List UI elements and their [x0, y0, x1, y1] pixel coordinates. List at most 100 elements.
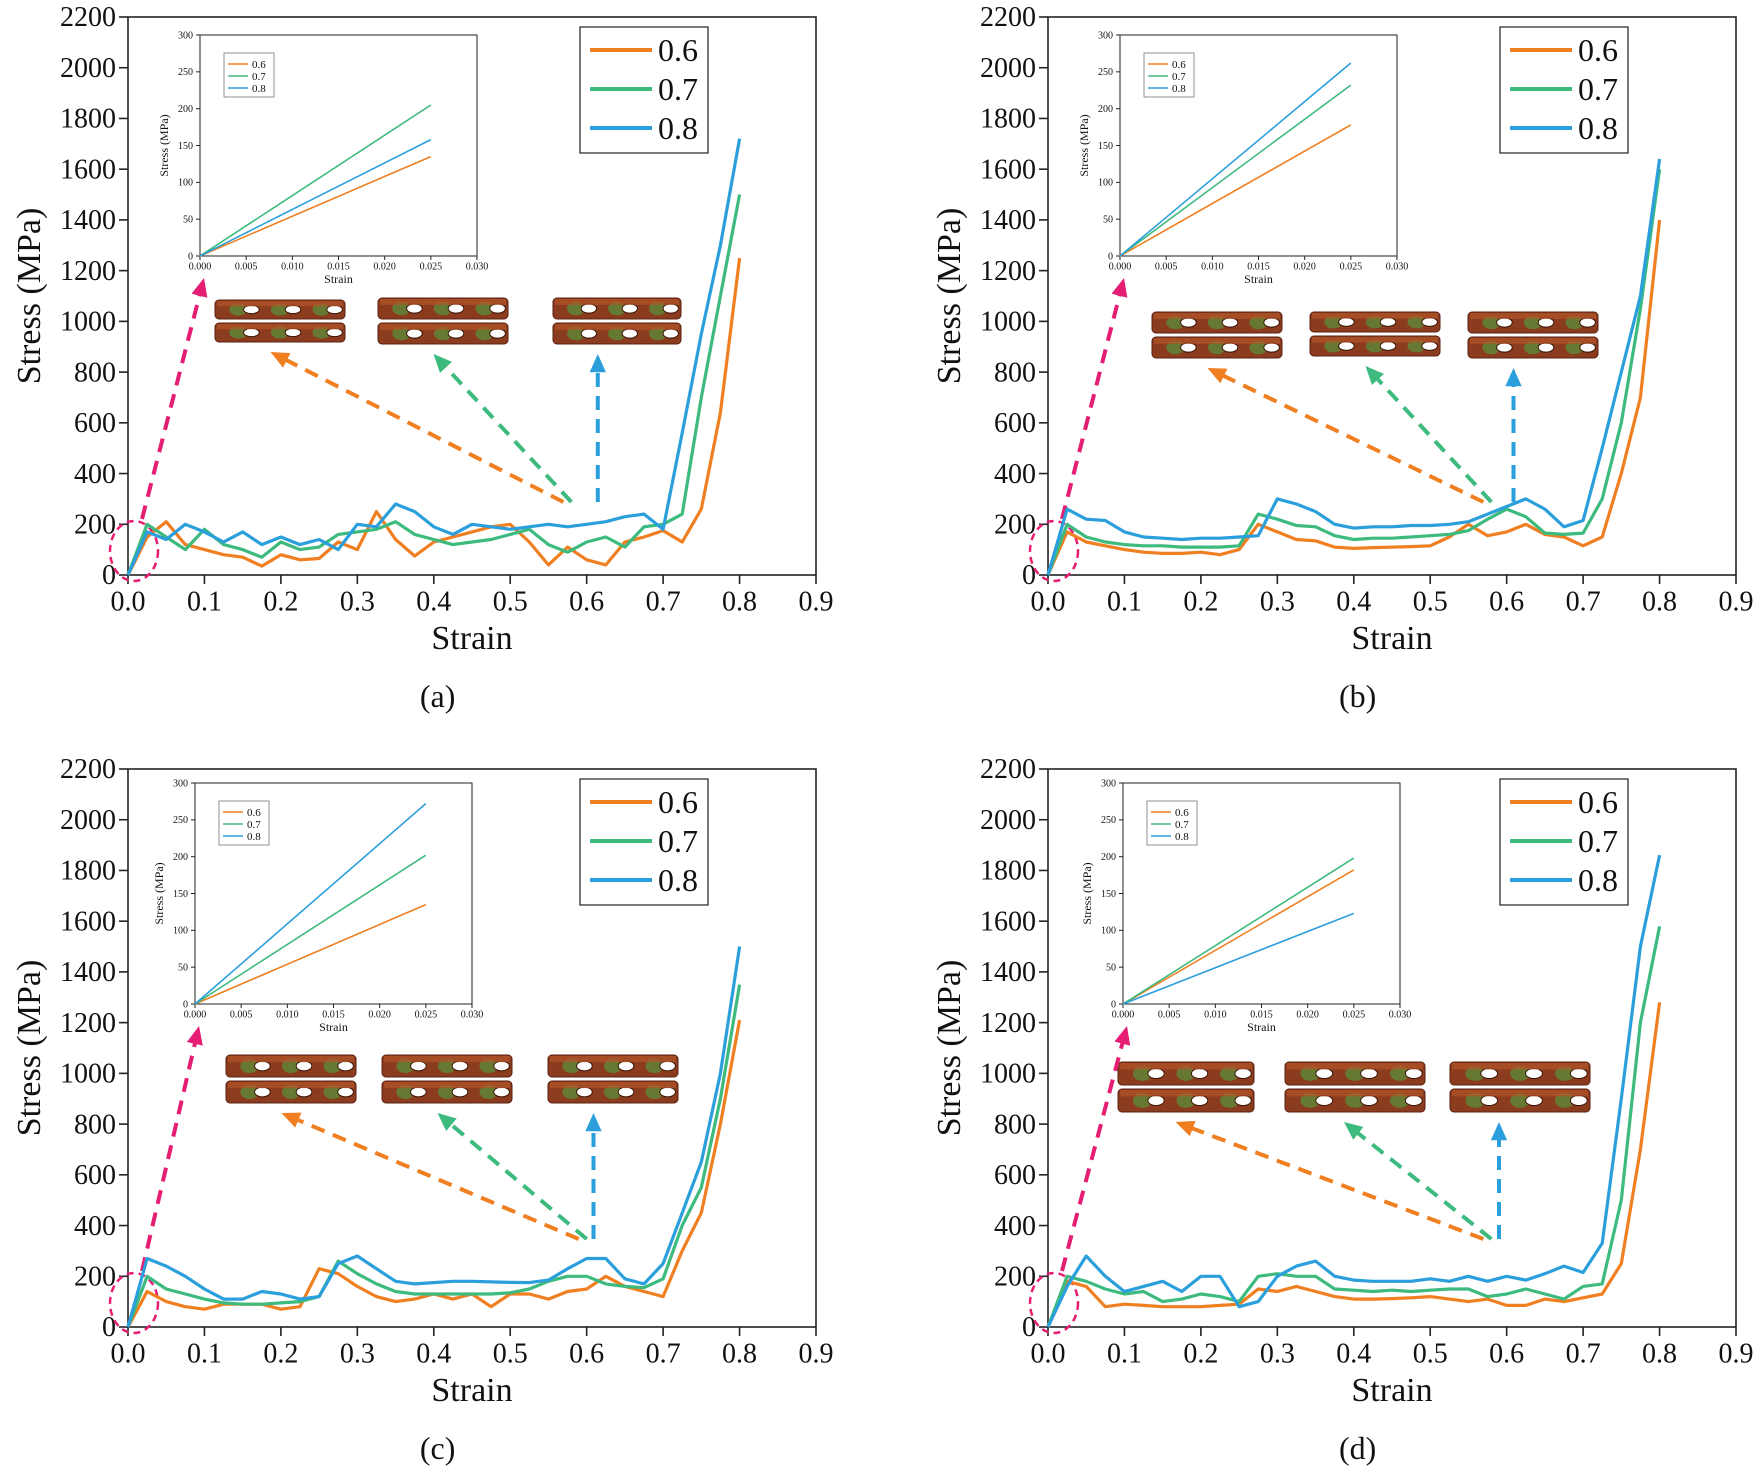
inset-legend: 0.60.70.8 [218, 800, 270, 846]
main-y-tick-label: 400 [74, 459, 116, 490]
main-y-tick-label: 800 [994, 357, 1036, 388]
cell-hole [1360, 1067, 1378, 1080]
main-y-tick-label: 1000 [980, 1059, 1036, 1090]
strain-patch [1345, 1093, 1365, 1108]
series-line-0.6 [1046, 1002, 1662, 1328]
main-y-tick-label: 2200 [980, 2, 1036, 33]
legend-label: 0.6 [658, 32, 698, 68]
main-y-tick-label: 2200 [60, 2, 116, 33]
panel-caption: (a) [420, 678, 456, 714]
cell-hole [662, 303, 679, 314]
main-y-tick-label: 2000 [980, 53, 1036, 84]
strain-patch [312, 303, 331, 316]
main-y-tick-label: 1800 [980, 856, 1036, 887]
strain-patch [1220, 1066, 1240, 1081]
inset-y-tick-label: 250 [178, 67, 193, 78]
main-y-tick-label: 1800 [60, 856, 116, 887]
main-x-tick-label: 0.2 [263, 1339, 298, 1370]
inset-legend-label: 0.6 [247, 807, 261, 819]
pointer-arrow-0-head [270, 352, 291, 368]
main-y-tick-label: 1000 [60, 1059, 116, 1090]
strip-highlight [555, 324, 679, 330]
main-x-tick-label: 0.3 [1260, 1339, 1295, 1370]
inset-legend-box [218, 800, 270, 846]
inset-x-tick-label: 0.000 [1112, 1010, 1135, 1021]
inset-series-line-0.6 [194, 903, 427, 1005]
main-x-tick-label: 0.4 [416, 587, 451, 618]
inset-x-tick-label: 0.030 [461, 1010, 484, 1021]
main-y-tick-label: 1800 [980, 104, 1036, 135]
pointer-arrow-1-head [433, 354, 452, 373]
strip-highlight [1312, 313, 1438, 319]
inset-series-line-0.7 [194, 854, 427, 1005]
strain-patch [1132, 1066, 1152, 1081]
pointer-arrow-0-head [1175, 1120, 1196, 1137]
main-y-tick-label: 600 [994, 1160, 1036, 1191]
inset-y-tick-label: 150 [178, 141, 193, 152]
main-x-tick-label: 0.9 [1719, 1339, 1754, 1370]
origin-highlight-ellipse [108, 1271, 160, 1335]
inset-x-axis-label: Strain [324, 272, 353, 286]
inset-y-tick-label: 300 [173, 778, 188, 789]
inset-y-tick-label: 0 [188, 251, 193, 262]
inset-legend-label: 0.7 [252, 71, 266, 83]
inset-series-line-0.6 [199, 155, 432, 257]
inset-pointer-arrow-shaft [140, 1039, 198, 1272]
main-x-tick-label: 0.8 [1642, 1339, 1677, 1370]
deformation-image-2 [1449, 1061, 1591, 1113]
deformation-image-1 [1284, 1061, 1426, 1113]
pointer-arrow-1-head [1344, 1122, 1364, 1140]
inset-x-tick-label: 0.005 [1158, 1010, 1181, 1021]
legend-label: 0.8 [658, 110, 698, 146]
cell-hole [1360, 1094, 1378, 1107]
main-x-tick-label: 0.5 [493, 1339, 528, 1370]
inset-x-tick-label: 0.000 [189, 262, 212, 273]
strain-patch [645, 1084, 664, 1100]
strain-patch [1523, 340, 1543, 355]
pointer-arrow-0-shaft [293, 1116, 580, 1241]
inset-x-axis-label: Strain [1247, 1020, 1276, 1034]
strain-patch [1249, 340, 1268, 355]
inset-y-tick-label: 100 [173, 926, 188, 937]
main-plot-frame [1047, 16, 1737, 576]
series-line-0.7 [126, 194, 742, 576]
pointer-arrow-1-shaft [1373, 374, 1493, 504]
strain-patch [1324, 315, 1343, 329]
main-y-tick-label: 1800 [60, 104, 116, 135]
main-y-tick-label: 400 [994, 1211, 1036, 1242]
main-x-tick-label: 0.6 [569, 1339, 604, 1370]
origin-highlight-ellipse [1028, 519, 1080, 583]
inset-legend: 0.60.70.8 [1143, 52, 1195, 98]
series-line-0.7 [126, 984, 742, 1328]
cell-hole [1404, 1094, 1423, 1107]
inset-y-tick-label: 100 [1098, 178, 1113, 189]
cell-hole [284, 304, 302, 315]
strain-patch [229, 326, 248, 339]
inset-x-tick-label: 0.015 [327, 262, 350, 273]
strain-patch [608, 301, 626, 316]
strain-patch [1390, 1066, 1410, 1081]
inset-y-tick-label: 250 [173, 815, 188, 826]
strain-patch [567, 301, 585, 316]
cell-hole [1379, 317, 1397, 327]
inset-y-tick-label: 300 [1101, 778, 1116, 789]
inset-legend-box [1143, 52, 1195, 98]
inset-y-axis-label: Stress (MPa) [1080, 862, 1094, 924]
cell-hole [1263, 342, 1280, 353]
strip-highlight [1120, 1090, 1252, 1097]
inset-y-tick-label: 150 [173, 889, 188, 900]
inset-series-line-0.8 [1122, 912, 1355, 1005]
cell-hole [621, 303, 638, 314]
strain-patch [240, 1058, 259, 1074]
inset-x-tick-label: 0.025 [415, 1010, 438, 1021]
strip-highlight [1312, 337, 1438, 343]
pointer-arrow-1-shaft [441, 362, 573, 504]
inset-x-axis-label: Strain [319, 1020, 348, 1034]
series-line-0.6 [126, 257, 742, 576]
legend-label: 0.8 [658, 862, 698, 898]
cell-hole [1569, 1067, 1588, 1080]
main-x-tick-label: 0.5 [493, 587, 528, 618]
strip-highlight [217, 324, 343, 330]
cell-hole [1525, 1094, 1543, 1107]
strain-patch [270, 326, 290, 339]
